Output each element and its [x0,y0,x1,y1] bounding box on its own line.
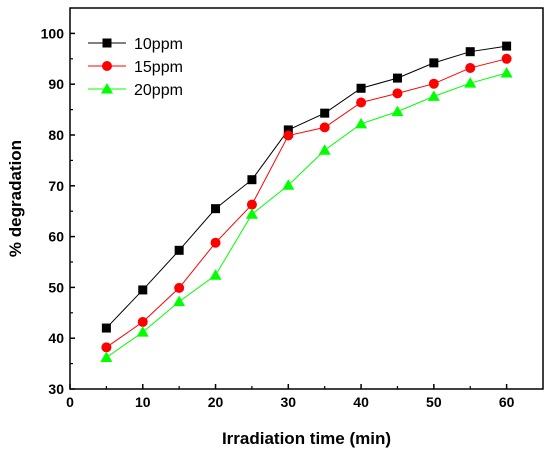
data-point [319,122,330,133]
x-axis-title: Irradiation time (min) [222,429,391,448]
x-tick-label: 40 [353,394,369,410]
plot-frame [69,7,544,390]
legend-marker [101,83,113,94]
data-point [318,144,331,155]
data-point [173,295,186,307]
y-tick-label: 70 [48,178,64,194]
data-point [100,351,113,363]
data-point [464,77,477,88]
series-10ppm [101,41,512,333]
legend: 10ppm 15ppm 20ppm [88,36,183,99]
data-point [136,326,149,337]
data-point [391,105,404,117]
series-line [106,45,507,329]
y-axis-title: % degradation [6,140,25,257]
legend-marker [102,61,112,71]
data-point [500,67,513,78]
data-point [137,316,148,327]
legend-marker [102,38,112,48]
series-line [106,58,507,348]
data-point [355,117,368,129]
data-point [427,90,440,101]
data-point [101,342,112,353]
data-point [283,125,293,135]
series-15ppm [101,53,512,353]
legend-item: 15ppm [88,59,183,76]
legend-item: 10ppm [88,36,183,53]
data-point [320,108,330,118]
legend-label: 15ppm [134,59,183,76]
x-tick-label: 60 [499,394,515,410]
x-tick-label: 20 [208,394,224,410]
data-point [211,204,221,214]
data-point [209,269,222,280]
x-tick-label: 50 [426,394,442,410]
y-tick-label: 30 [48,381,64,397]
data-point [356,83,366,93]
x-tick-label: 30 [281,394,297,410]
data-point [246,199,257,210]
y-tick-label: 60 [48,229,64,245]
series-20ppm [100,67,513,363]
data-point [502,41,512,51]
legend-item: 20ppm [88,82,183,99]
y-tick-label: 90 [48,76,64,92]
y-tick-label: 100 [41,25,65,41]
data-point [210,237,221,248]
data-point [465,62,476,73]
data-point [282,179,295,190]
data-point [392,88,403,99]
data-point [245,208,258,219]
data-point [138,285,148,295]
x-tick-label: 10 [135,394,151,410]
data-point [247,175,257,185]
axis-ticks: 0 10 20 30 40 50 60 30 40 50 60 70 80 90 100 [41,25,515,410]
legend-label: 10ppm [134,36,183,53]
data-point [501,53,512,64]
data-point [429,58,439,68]
x-tick-label: 0 [66,394,74,410]
data-point [356,97,367,108]
y-tick-label: 50 [48,279,64,295]
legend-label: 20ppm [134,82,183,99]
y-tick-label: 80 [48,127,64,143]
data-point [428,78,439,89]
series-layer [100,41,513,363]
data-point [283,130,294,141]
data-point [392,73,402,83]
data-point [465,47,475,57]
y-tick-label: 40 [48,330,64,346]
data-point [174,245,184,255]
series-line [106,72,507,358]
data-point [101,323,111,333]
data-point [174,282,185,293]
